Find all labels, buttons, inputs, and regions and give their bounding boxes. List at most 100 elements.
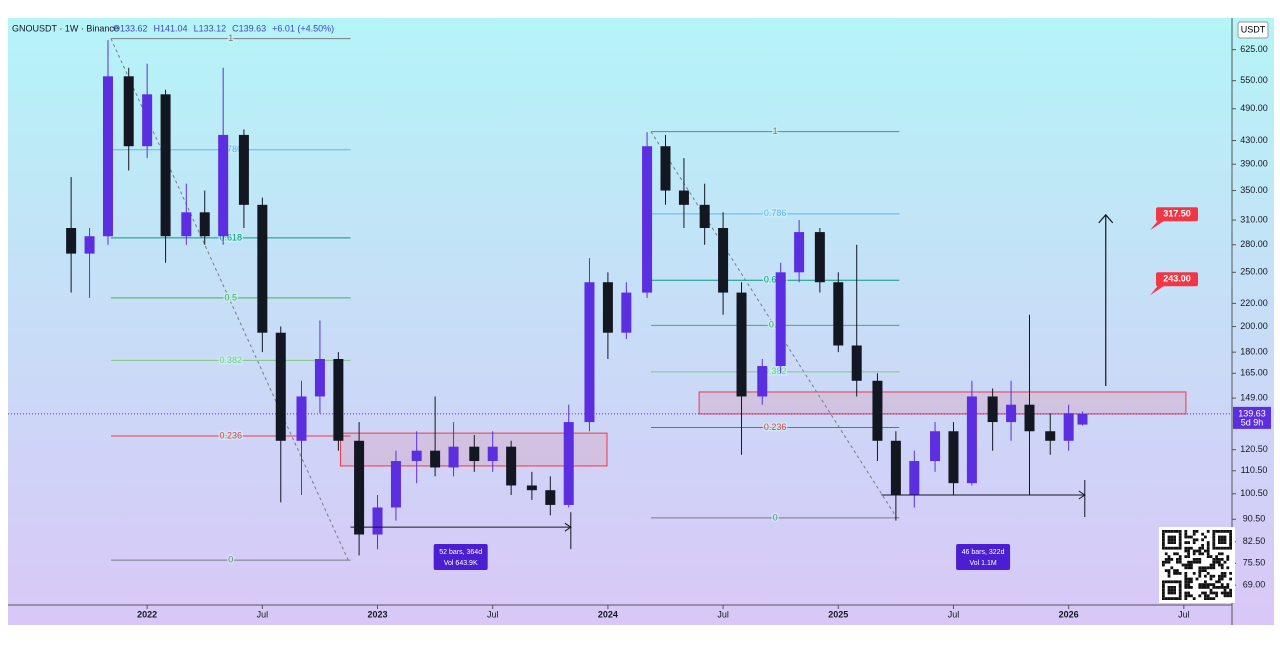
candle-body <box>448 446 459 468</box>
qr-cell <box>1167 574 1171 578</box>
candle-body <box>296 396 307 441</box>
qr-cell <box>1212 541 1216 544</box>
qr-cell <box>1192 538 1196 542</box>
qr-cell <box>1229 572 1232 575</box>
x-tick-label: Jul <box>1178 609 1190 619</box>
symbol[interactable]: GNOUSDT · 1W · Binance <box>12 23 119 33</box>
candle-body <box>199 212 210 237</box>
fib-trend <box>650 131 898 519</box>
qr-cell <box>1187 552 1190 556</box>
qr-cell <box>1201 538 1204 542</box>
qr-cell <box>1220 552 1224 556</box>
qr-cell <box>1226 546 1230 550</box>
qr-cell <box>1220 558 1224 561</box>
qr-cell <box>1187 583 1190 586</box>
qr-cell <box>1184 586 1188 589</box>
qr-cell <box>1212 558 1216 561</box>
qr-cell <box>1220 541 1224 544</box>
qr-cell <box>1212 563 1216 567</box>
currency-box[interactable] <box>1237 21 1269 39</box>
qr-cell <box>1220 574 1224 578</box>
fib-label: 1 <box>773 126 778 136</box>
qr-cell <box>1195 549 1199 553</box>
candle-body <box>775 272 786 367</box>
candle-body <box>160 94 171 237</box>
qr-cell <box>1173 586 1176 589</box>
candle-body <box>84 236 95 254</box>
qr-cell <box>1201 552 1204 556</box>
qr-cell <box>1187 546 1190 550</box>
qr-cell <box>1173 552 1176 556</box>
qr-cell <box>1198 594 1202 598</box>
qr-cell <box>1223 538 1227 542</box>
x-tick-label: Jul <box>487 609 499 619</box>
qr-cell <box>1218 558 1221 561</box>
qr-cell <box>1162 594 1165 598</box>
qr-cell <box>1218 530 1221 533</box>
y-tick-label: 220.00 <box>1240 298 1268 308</box>
qr-cell <box>1170 535 1174 539</box>
qr-cell <box>1223 594 1227 598</box>
qr-cell <box>1206 530 1210 533</box>
qr-cell <box>1162 580 1165 584</box>
measure-text: 46 bars, 322d <box>962 549 1005 556</box>
candle-body <box>584 282 595 423</box>
qr-cell <box>1164 558 1168 561</box>
qr-cell <box>1190 563 1193 567</box>
candle-body <box>430 450 441 468</box>
candle-body <box>469 446 480 462</box>
qr-cell <box>1162 586 1165 589</box>
qr-cell <box>1198 583 1202 586</box>
candle-body <box>411 450 422 462</box>
qr-cell <box>1215 555 1218 558</box>
qr-cell <box>1181 563 1185 567</box>
qr-cell <box>1218 538 1221 542</box>
qr-cell <box>1198 572 1202 575</box>
qr-cell <box>1226 586 1230 589</box>
qr-cell <box>1229 535 1232 539</box>
qr-cell <box>1212 535 1216 539</box>
qr-cell <box>1206 541 1210 544</box>
qr-cell <box>1212 532 1216 536</box>
candle-body <box>602 282 613 333</box>
candle-body <box>390 461 401 508</box>
qr-cell <box>1212 538 1216 542</box>
qr-cell <box>1204 580 1207 584</box>
qr-cell <box>1170 566 1174 570</box>
qr-cell <box>1226 594 1230 598</box>
qr-cell <box>1209 555 1213 558</box>
qr-cell <box>1212 574 1216 578</box>
target-label: 317.50 <box>1163 209 1191 219</box>
qr-cell <box>1204 569 1207 572</box>
qr-cell <box>1223 560 1227 564</box>
y-tick-label: 350.00 <box>1240 185 1268 195</box>
qr-cell <box>1190 566 1193 570</box>
y-tick-label: 149.00 <box>1240 392 1268 402</box>
candle-body <box>333 359 344 441</box>
qr-cell <box>1187 535 1190 539</box>
candle-body <box>699 204 710 229</box>
target-label: 243.00 <box>1163 274 1191 284</box>
qr-cell <box>1218 546 1221 550</box>
qr-cell <box>1229 591 1232 595</box>
last-price-tag <box>1233 406 1271 429</box>
qr-cell <box>1195 538 1199 542</box>
candle-body <box>718 228 729 293</box>
qr-cell <box>1226 530 1230 533</box>
x-tick-label: Jul <box>948 609 960 619</box>
candle-body <box>872 380 883 441</box>
qr-cell <box>1201 544 1204 547</box>
qr-cell <box>1212 566 1216 570</box>
qr-cell <box>1223 588 1227 592</box>
qr-cell <box>1187 560 1190 564</box>
qr-cell <box>1209 574 1213 578</box>
qr-cell <box>1184 535 1188 539</box>
x-tick-label: Jul <box>717 609 729 619</box>
qr-cell <box>1218 552 1221 556</box>
qr-cell <box>1209 566 1213 570</box>
qr-cell <box>1184 591 1188 595</box>
qr-cell <box>1215 560 1218 564</box>
qr-cell <box>1201 569 1204 572</box>
qr-cell <box>1198 586 1202 589</box>
y-tick-label: 310.00 <box>1240 214 1268 224</box>
